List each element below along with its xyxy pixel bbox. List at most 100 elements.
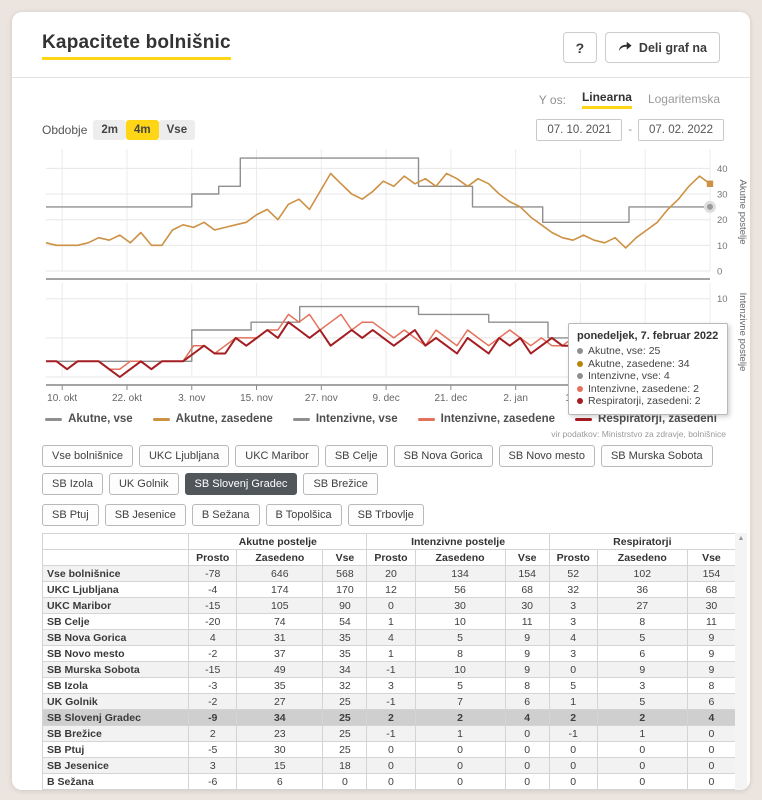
filter-button-sb-trbovlje[interactable]: SB Trbovlje (347, 504, 424, 526)
table-cell: 0 (548, 773, 598, 790)
date-range-separator: - (628, 124, 632, 136)
tooltip-row-text: Akutne, vse: 25 (588, 345, 661, 357)
table-cell: -2 (188, 645, 238, 662)
svg-text:30: 30 (717, 190, 728, 201)
hospital-filters-row2: SB Ptuj SB Jesenice B Sežana B Topolšica SB … (28, 502, 734, 526)
table-cell: 18 (322, 757, 368, 774)
table-cell: 2 (366, 709, 416, 726)
filter-button-vse-bolni-nice[interactable]: Vse bolnišnice (42, 445, 133, 467)
table-cell: 0 (686, 725, 737, 742)
table-cell: 0 (366, 741, 416, 758)
filter-button-sb-slovenj-gradec[interactable]: SB Slovenj Gradec (184, 473, 298, 495)
table-cell: 3 (548, 597, 598, 614)
tooltip-row-text: Akutne, zasedene: 34 (588, 357, 690, 370)
filter-button-sb-murska-sobota[interactable]: SB Murska Sobota (600, 445, 713, 467)
legend-item[interactable]: Akutne, vse (45, 413, 133, 425)
vertical-scrollbar[interactable]: ▲ ▼ (735, 533, 747, 790)
table-cell: 8 (504, 677, 550, 694)
table-cell: 90 (322, 597, 368, 614)
table-cell: 9 (686, 645, 737, 662)
period-label: Obdobje (42, 123, 88, 137)
filter-button-b-se-ana[interactable]: B Sežana (191, 504, 260, 526)
tooltip-row: Akutne, vse: 25 (577, 345, 719, 358)
table-cell: 0 (548, 757, 598, 774)
table-row-name: B Topolšica (41, 789, 190, 790)
tooltip-row: Intenzivne, zasedene: 2 (577, 383, 719, 396)
legend-item[interactable]: Akutne, zasedene (152, 413, 273, 425)
legend-item[interactable]: Intenzivne, zasedene (417, 413, 555, 425)
svg-text:Akutne postelje: Akutne postelje (737, 180, 748, 245)
share-button-label: Deli graf na (638, 40, 707, 55)
filter-button-sb-celje[interactable]: SB Celje (324, 445, 388, 467)
table-row-name: UKC Ljubljana (41, 581, 190, 598)
x-tick-label: 21. dec (434, 393, 468, 404)
filter-button-uk-golnik[interactable]: UK Golnik (108, 473, 179, 495)
hospital-filters-row1: Vse bolnišnice UKC Ljubljana UKC Maribor SB… (28, 443, 734, 495)
filter-button-sb-izola[interactable]: SB Izola (42, 473, 103, 495)
x-tick-label: 22. okt (111, 393, 142, 404)
help-button[interactable]: ? (562, 32, 597, 63)
table-cell: 0 (596, 773, 688, 790)
table-row: UKC Maribor -15 105 90 0 30 30 3 27 30 (41, 597, 737, 614)
table-cell: 3 (366, 677, 416, 694)
filter-button-ukc-maribor[interactable]: UKC Maribor (235, 445, 319, 467)
table-cell: 25 (322, 725, 368, 742)
table-cell: 31 (236, 629, 324, 646)
date-from-input[interactable] (536, 119, 623, 141)
table-cell: 0 (596, 741, 688, 758)
table-cell: 0 (236, 789, 324, 790)
table-subheader: Vse (504, 549, 550, 566)
table-cell: 7 (414, 693, 506, 710)
table-cell: 35 (322, 629, 368, 646)
table-row-name: SB Slovenj Gradec (41, 709, 190, 726)
period-button-4m[interactable]: 4m (126, 120, 159, 140)
legend-color-dash (575, 417, 593, 421)
table-row-name: B Sežana (41, 773, 190, 790)
legend-label: Akutne, vse (68, 413, 133, 425)
table-cell: 0 (548, 741, 598, 758)
yaxis-label: Y os: (538, 92, 566, 107)
acute-beds-chart[interactable]: 0 10 20 30 40 Akutne postelje (42, 147, 748, 281)
tooltip-series-dot (577, 398, 583, 405)
table-subheader: Zasedeno (596, 549, 688, 566)
filter-button-sb-bre-ice[interactable]: SB Brežice (303, 473, 378, 495)
filter-button-sb-nova-gorica[interactable]: SB Nova Gorica (393, 445, 493, 467)
table-cell: 10 (414, 661, 506, 678)
table-cell: -15 (188, 597, 238, 614)
table-cell: 4 (188, 629, 238, 646)
table-cell: -3 (188, 677, 238, 694)
table-row: SB Izola -3 35 32 3 5 8 5 3 8 (41, 677, 737, 694)
filter-button-ukc-ljubljana[interactable]: UKC Ljubljana (138, 445, 230, 467)
table-row: SB Brežice 2 23 25 -1 1 0 -1 1 0 (41, 725, 737, 742)
date-to-input[interactable] (638, 119, 724, 141)
table-cell: 6 (236, 773, 324, 790)
scroll-up-icon[interactable]: ▲ (737, 535, 745, 542)
x-tick-label: 3. nov (178, 393, 206, 404)
table-cell: 2 (188, 725, 238, 742)
table-cell: 0 (596, 757, 688, 774)
table-cell: 9 (504, 645, 550, 662)
table-cell: 11 (686, 613, 737, 630)
legend-item[interactable]: Intenzivne, vse (292, 413, 398, 425)
table-cell: 30 (236, 741, 324, 758)
table-row-name: Vse bolnišnice (41, 565, 190, 582)
table-cell: 8 (414, 645, 506, 662)
table-cell: 0 (686, 773, 737, 790)
filter-button-b-topol-ica[interactable]: B Topolšica (265, 504, 342, 526)
yaxis-option-log[interactable]: Logaritemska (647, 91, 720, 106)
yaxis-option-linear[interactable]: Linearna (581, 90, 632, 109)
tooltip-row: Intenzivne, vse: 4 (577, 370, 719, 383)
tooltip-row: Respiratorji, zasedeni: 2 (577, 395, 719, 408)
legend-item[interactable]: Respiratorji, zasedeni (575, 413, 717, 425)
filter-button-sb-novo-mesto[interactable]: SB Novo mesto (498, 445, 595, 467)
table-cell: 3 (188, 757, 238, 774)
period-button-2m[interactable]: 2m (93, 120, 126, 140)
share-button[interactable]: Deli graf na (604, 32, 720, 63)
period-button-vse[interactable]: Vse (158, 120, 196, 140)
filter-button-sb-jesenice[interactable]: SB Jesenice (104, 504, 186, 526)
table-row: UKC Ljubljana -4 174 170 12 56 68 32 36 68 (41, 581, 737, 598)
table-cell: 0 (322, 789, 368, 790)
filter-button-sb-ptuj[interactable]: SB Ptuj (42, 504, 99, 526)
table-row: SB Nova Gorica 4 31 35 4 5 9 4 5 9 (41, 629, 737, 646)
